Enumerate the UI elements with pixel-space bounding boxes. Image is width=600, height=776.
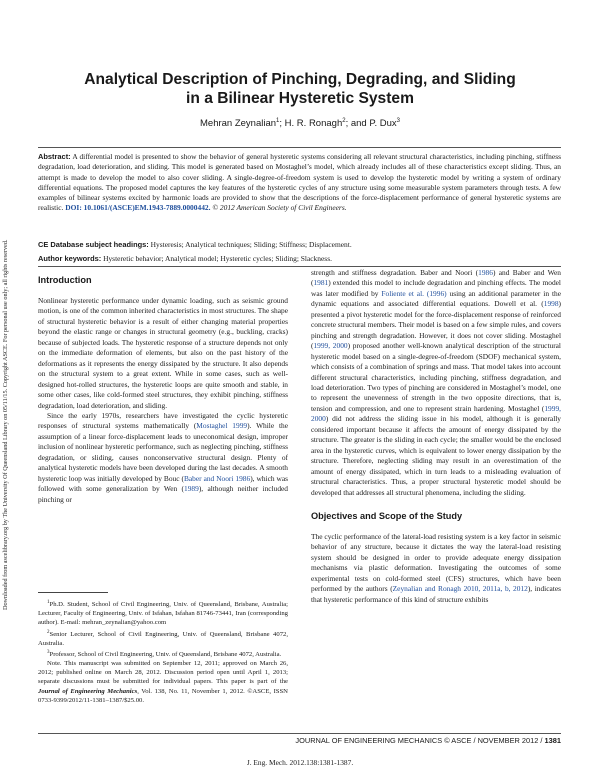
footnotes: 1Ph.D. Student, School of Civil Engineer… [38,598,288,705]
intro-paragraph-2: Since the early 1970s, researchers have … [38,410,288,504]
title-line-2: in a Bilinear Hysteretic System [186,90,414,107]
journal-footer-text: JOURNAL OF ENGINEERING MECHANICS © ASCE … [295,736,545,745]
ce-headings-text: Hysteresis; Analytical techniques; Slidi… [148,240,352,249]
citation-link[interactable]: Baber and Noori 1986 [183,473,251,483]
intro-paragraph-1: Nonlinear hysteretic performance under d… [38,296,288,410]
paper-title: Analytical Description of Pinching, Degr… [40,70,560,108]
divider [38,147,561,148]
author-affiliation-mark: 3 [396,118,400,124]
running-footer: JOURNAL OF ENGINEERING MECHANICS © ASCE … [295,736,561,745]
section-heading-objectives: Objectives and Scope of the Study [311,510,463,521]
journal-name: Journal of Engineering Mechanics [38,687,138,695]
citation-link[interactable]: 1999, 2000 [313,341,348,351]
ce-headings-label: CE Database subject headings: [38,240,149,249]
author-affiliation-mark: 1 [276,118,280,124]
author-name: Mehran Zeynalian [200,118,277,130]
abstract-copyright: © 2012 American Society of Civil Enginee… [210,203,347,213]
left-column: Introduction Nonlinear hysteretic perfor… [38,272,288,505]
doi-link[interactable]: DOI: 10.1061/(ASCE)EM.1943-7889.0000442. [65,203,211,213]
footnote-divider [38,592,108,593]
objectives-paragraph: The cyclic performance of the lateral-lo… [311,531,561,604]
title-line-1: Analytical Description of Pinching, Degr… [84,71,516,88]
author-separator: ; [279,118,285,130]
abstract-text: A differential model is presented to sho… [38,152,561,213]
author-separator: ; and [345,118,370,130]
author-affiliation-mark: 2 [342,118,346,124]
footnote-1: 1Ph.D. Student, School of Civil Engineer… [38,600,288,627]
footnote-2: 2Senior Lecturer, School of Civil Engine… [38,629,288,647]
divider [38,266,561,267]
citation-link[interactable]: 1999, 2000 [311,403,561,424]
citation-link[interactable]: 1981 [313,278,329,288]
citation-link[interactable]: Mostaghel 1999 [196,421,248,431]
download-notice: Downloaded from ascelibrary.org by The U… [2,239,9,611]
citation-link[interactable]: Foliente et al. (1996) [381,288,447,298]
page-number: 1381 [544,736,561,745]
author-keywords-text: Hysteretic behavior; Analytical model; H… [101,254,332,263]
citation-line: J. Eng. Mech. 2012.138:1381-1387. [246,758,354,767]
footer-divider [38,733,561,734]
abstract: Abstract: A differential model is presen… [38,152,561,214]
section-heading-introduction: Introduction [38,275,92,285]
author-name: H. R. Ronagh [284,118,343,130]
abstract-label: Abstract: [38,152,71,161]
citation-link[interactable]: 1986 [478,268,493,277]
citation-link[interactable]: 1998 [543,299,559,309]
right-paragraph-1: strength and stiffness degradation. Babe… [311,268,562,497]
ce-subject-headings: CE Database subject headings: Hysteresis… [38,240,561,250]
citation-link[interactable]: Zeynalian and Ronagh 2010, 2011a, b, 201… [392,584,528,594]
author-list: Mehran Zeynalian1; H. R. Ronagh2; and P.… [40,118,560,129]
right-column: strength and stiffness degradation. Babe… [311,268,561,605]
author-keywords: Author keywords: Hysteretic behavior; An… [38,254,561,264]
author-keywords-label: Author keywords: [38,254,102,263]
citation-link[interactable]: 1989 [184,484,199,494]
author-name: P. Dux [369,118,397,130]
manuscript-note: Note. This manuscript was submitted on S… [38,660,288,704]
footnote-3: 3Professor, School of Civil Engineering,… [47,649,282,659]
